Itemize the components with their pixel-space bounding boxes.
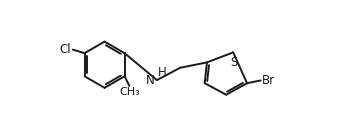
- Text: H: H: [158, 66, 166, 79]
- Text: CH₃: CH₃: [120, 87, 141, 97]
- Text: Cl: Cl: [60, 43, 71, 56]
- Text: S: S: [230, 56, 238, 69]
- Text: Br: Br: [262, 74, 275, 87]
- Text: N: N: [146, 74, 155, 87]
